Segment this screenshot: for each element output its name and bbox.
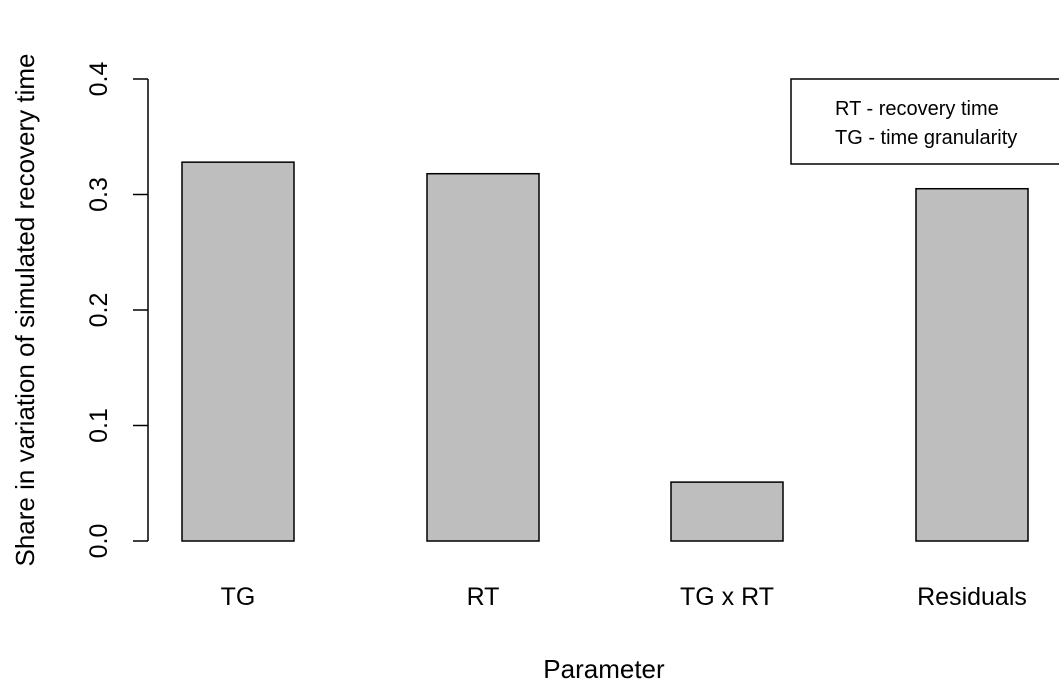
category-labels: TG RT TG x RT Residuals xyxy=(221,583,1027,611)
bar-tg xyxy=(181,161,295,542)
bars xyxy=(181,161,1029,542)
category-label: TG xyxy=(221,583,256,611)
category-label: RT xyxy=(467,583,500,611)
bar-tg-x-rt xyxy=(670,481,784,542)
y-tick-label: 0.0 xyxy=(85,524,113,559)
legend-entry-rt: RT - recovery time xyxy=(835,98,999,120)
legend-entry-tg: TG - time granularity xyxy=(835,127,1017,149)
bar-rt xyxy=(426,172,540,542)
category-label: TG x RT xyxy=(680,583,774,611)
y-tick-label: 0.3 xyxy=(85,177,113,212)
legend-box xyxy=(790,78,1059,165)
y-tick-label: 0.4 xyxy=(85,62,113,97)
category-label: Residuals xyxy=(917,583,1027,611)
y-tick-label: 0.2 xyxy=(85,293,113,328)
bar-residuals xyxy=(915,187,1029,542)
y-axis-title: Share in variation of simulated recovery… xyxy=(10,53,40,566)
legend: RT - recovery time TG - time granularity xyxy=(790,78,1059,165)
x-axis-title: Parameter xyxy=(543,654,665,679)
y-ticks: 0.0 0.1 0.2 0.3 0.4 xyxy=(85,62,148,559)
y-tick-label: 0.1 xyxy=(85,408,113,443)
